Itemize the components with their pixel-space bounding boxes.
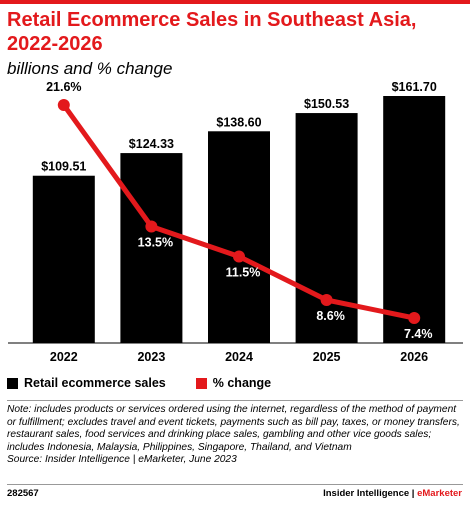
change-value-label: 7.4% xyxy=(404,327,433,341)
bar-value-label: $161.70 xyxy=(392,82,437,94)
change-point xyxy=(233,250,245,263)
chart-title: Retail Ecommerce Sales in Southeast Asia… xyxy=(7,9,417,55)
x-tick-label: 2023 xyxy=(137,350,165,364)
bar-value-label: $138.60 xyxy=(216,115,261,129)
legend-item-sales: Retail ecommerce sales xyxy=(7,376,166,390)
source-text: Source: Insider Intelligence | eMarketer… xyxy=(7,454,237,466)
top-accent-bar xyxy=(0,0,470,4)
bar xyxy=(32,175,95,343)
bar-value-label: $150.53 xyxy=(304,97,349,111)
bar xyxy=(208,131,270,343)
legend: Retail ecommerce sales % change xyxy=(7,376,301,390)
change-point xyxy=(320,294,333,306)
note-text: Note: includes products or services orde… xyxy=(7,404,460,453)
change-value-label: 13.5% xyxy=(138,236,173,250)
change-point xyxy=(57,99,70,111)
chart-subtitle: billions and % change xyxy=(7,59,173,78)
x-tick-label: 2024 xyxy=(225,350,253,364)
bar-value-label: $124.33 xyxy=(129,137,174,151)
footer-brand: Insider Intelligence | eMarketer xyxy=(323,488,462,499)
bar-value-label: $109.51 xyxy=(41,160,86,174)
legend-swatch-sales xyxy=(7,377,18,389)
divider xyxy=(7,400,463,401)
bar xyxy=(120,153,183,343)
note-block: Note: includes products or services orde… xyxy=(7,404,467,467)
combo-chart: $109.51 $124.33 $138.60 $150.53 $161.70 21.6%… xyxy=(8,82,463,364)
divider xyxy=(7,484,463,485)
x-tick-label: 2026 xyxy=(400,350,428,364)
change-value-label: 8.6% xyxy=(316,309,345,323)
change-point xyxy=(408,312,421,324)
legend-label-sales: Retail ecommerce sales xyxy=(24,376,166,390)
brand-main: Insider Intelligence | xyxy=(323,488,418,499)
change-value-label: 21.6% xyxy=(46,82,81,94)
chart-id: 282567 xyxy=(7,488,39,499)
legend-swatch-change xyxy=(195,377,207,389)
brand-accent: eMarketer xyxy=(417,488,462,499)
legend-item-change: % change xyxy=(195,376,272,390)
bar xyxy=(383,96,446,343)
change-point xyxy=(145,220,158,233)
change-value-label: 11.5% xyxy=(226,266,261,280)
legend-label-change: % change xyxy=(212,376,272,390)
x-tick-label: 2022 xyxy=(50,350,78,364)
x-tick-label: 2025 xyxy=(313,350,341,364)
